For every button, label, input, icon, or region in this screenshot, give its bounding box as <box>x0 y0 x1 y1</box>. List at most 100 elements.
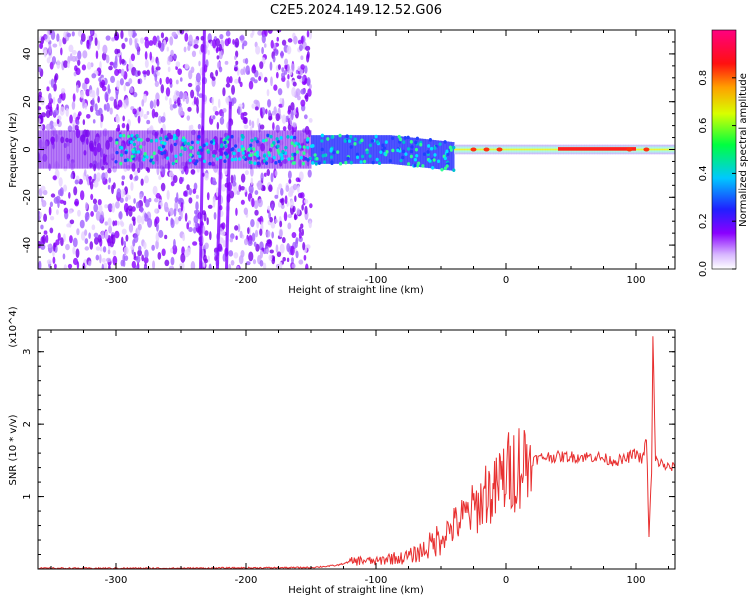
spectrogram-band-speckle <box>255 139 259 144</box>
spectrogram-noise-blob <box>247 227 250 235</box>
spectrogram-band-column <box>113 130 117 169</box>
spectrogram-band-speckle <box>293 135 297 140</box>
spectrogram-band-column <box>467 144 471 155</box>
spectrogram-band-column <box>77 130 81 169</box>
spectrogram-noise-blob <box>102 246 107 253</box>
spectrogram-noise-blob <box>177 197 184 203</box>
spectrogram-noise-blob <box>84 212 90 221</box>
spectrogram-band-speckle <box>253 161 257 166</box>
spectrogram-noise-blob <box>224 60 229 65</box>
spectrogram-band-column <box>264 130 268 169</box>
spectrogram-band-speckle <box>399 137 403 142</box>
spectrogram-band-column <box>368 135 372 164</box>
spectrogram-noise-blob <box>242 116 248 124</box>
spectrogram-noise-blob <box>238 184 242 193</box>
spectrogram-noise-blob <box>144 59 149 68</box>
spectrogram-noise-blob <box>279 220 283 228</box>
spectrogram-band-speckle <box>397 134 401 139</box>
spectrogram-noise-blob <box>82 119 86 126</box>
spectrogram-band-column <box>355 135 359 164</box>
spectrogram-band-speckle <box>449 148 453 152</box>
spectrogram-band-speckle <box>413 157 418 162</box>
spectrogram-noise-blob <box>133 198 136 204</box>
spectrogram-noise-blob <box>107 217 112 227</box>
spectrogram-noise-blob <box>49 201 54 208</box>
spectrogram-noise-blob <box>107 203 113 210</box>
spectrogram-noise-blob <box>52 96 56 105</box>
spectrogram-noise-blob <box>151 244 155 251</box>
spectrogram-band-speckle <box>286 135 290 139</box>
spectrogram-noise-blob <box>155 239 159 250</box>
spectrogram-band-speckle <box>443 156 447 161</box>
spectrogram-noise-blob <box>291 231 297 239</box>
spectrogram-band-column <box>407 137 411 166</box>
spectrogram-noise-blob <box>211 96 215 106</box>
spectrogram-noise-blob <box>244 170 249 176</box>
spectrogram-noise-blob <box>123 84 127 92</box>
spectrogram-noise-blob <box>67 61 70 69</box>
spectrogram-band-column <box>243 130 247 169</box>
spectrogram-noise-blob <box>251 30 255 36</box>
spectrogram-noise-blob <box>71 101 76 110</box>
spectrogram-band-speckle <box>452 145 456 150</box>
spectrogram-noise-blob <box>161 248 166 257</box>
spectrogram-band-column <box>513 144 517 155</box>
spectrogram-noise-blob <box>303 114 308 120</box>
spectrogram-noise-blob <box>100 230 106 239</box>
spectrogram-band-column <box>464 144 468 155</box>
spectrogram-noise-blob <box>193 182 198 191</box>
spectrogram-noise-blob <box>88 260 92 267</box>
spectrogram-noise-blob <box>258 75 262 81</box>
spectrogram-noise-blob <box>111 202 116 213</box>
spectrogram-band-speckle <box>165 137 169 141</box>
spectrogram-band-speckle <box>248 160 252 165</box>
spectrogram-noise-blob <box>128 208 133 217</box>
spectrogram-band-speckle <box>401 149 406 154</box>
spectrogram-band-speckle <box>197 135 201 139</box>
spectrogram-noise-blob <box>115 91 119 100</box>
spectrogram-noise-blob <box>125 97 129 106</box>
spectrogram-noise-blob <box>93 173 97 181</box>
spectrogram-noise-blob <box>84 238 89 245</box>
spectrogram-noise-blob <box>245 261 251 266</box>
spectrogram-band-column <box>48 130 52 169</box>
spectrogram-noise-blob <box>269 216 273 223</box>
spectrogram-band-speckle <box>149 158 153 163</box>
spectrogram-noise-blob <box>273 84 278 91</box>
spectrogram-noise-blob <box>253 79 258 84</box>
spectrogram-noise-blob <box>149 51 153 61</box>
spectrogram-band-column <box>386 135 390 164</box>
spectrogram-noise-blob <box>228 263 232 269</box>
spectrogram-noise-blob <box>59 187 64 197</box>
spectrogram-band-speckle <box>172 136 176 141</box>
spectrogram-noise-blob <box>274 49 279 56</box>
spectrogram-noise-blob <box>281 237 286 244</box>
spectrogram-band-column <box>227 130 231 169</box>
spectrogram-noise-blob <box>170 247 174 254</box>
spectrogram-noise-blob <box>146 167 151 173</box>
spectrogram-band-speckle <box>332 150 336 155</box>
spectrogram-noise-blob <box>119 197 124 203</box>
spectrogram-noise-blob <box>72 112 77 120</box>
spectrogram-noise-blob <box>93 203 99 213</box>
spectrogram-noise-blob <box>259 107 263 117</box>
spectrogram-noise-blob <box>123 246 129 255</box>
spectrogram-band-column <box>370 135 374 164</box>
spectrogram-band-speckle <box>143 152 147 156</box>
spectrogram-band-column <box>334 135 338 164</box>
spectrogram-noise-blob <box>63 184 68 192</box>
spectrogram-noise-blob <box>50 193 56 198</box>
spectrogram-band-speckle <box>436 159 441 164</box>
spectrogram-noise-blob <box>298 44 303 52</box>
spectrogram-noise-blob <box>62 253 66 260</box>
spectrogram-noise-blob <box>50 30 56 41</box>
spectrogram-band-column <box>532 144 536 155</box>
spectrogram-noise-blob <box>43 230 48 235</box>
spectrogram-noise-blob <box>207 255 211 263</box>
spectrogram-noise-blob <box>80 32 86 43</box>
spectrogram-band-column <box>451 142 455 171</box>
spectrogram-noise-blob <box>229 237 234 243</box>
spectrogram-band-column <box>404 136 408 166</box>
spectrogram-noise-blob <box>298 259 304 265</box>
spectrogram-band-column <box>61 130 65 169</box>
